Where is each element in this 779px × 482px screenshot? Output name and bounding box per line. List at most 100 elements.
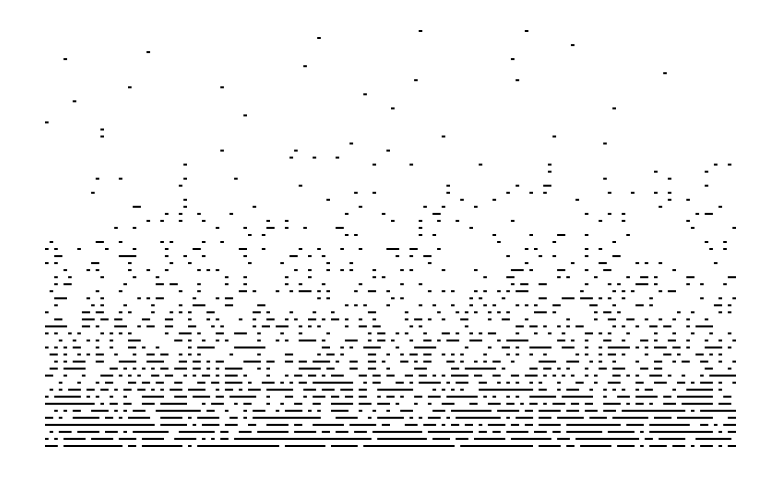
pattern-mark: [464, 311, 469, 314]
pattern-mark: [432, 374, 437, 377]
pattern-mark: [289, 156, 294, 159]
pattern-mark: [441, 269, 446, 272]
pattern-mark: [284, 226, 289, 229]
pattern-mark: [538, 297, 547, 300]
pattern-mark: [427, 290, 432, 293]
pattern-mark: [510, 423, 520, 426]
pattern-mark: [552, 135, 557, 138]
pattern-mark: [141, 381, 151, 384]
pattern-mark: [95, 269, 100, 272]
pattern-mark: [132, 226, 137, 229]
pattern-mark: [418, 304, 423, 307]
pattern-mark: [547, 163, 552, 166]
pattern-mark: [677, 353, 681, 356]
pattern-mark: [54, 318, 63, 321]
pattern-mark: [427, 430, 473, 433]
pattern-mark: [566, 430, 603, 433]
pattern-mark: [723, 395, 732, 398]
pattern-mark: [298, 184, 303, 187]
pattern-mark: [649, 430, 713, 433]
pattern-mark: [543, 184, 552, 187]
pattern-mark: [409, 255, 414, 258]
pattern-mark: [400, 360, 409, 363]
pattern-mark: [243, 402, 252, 405]
pattern-mark: [118, 241, 123, 243]
pattern-mark: [109, 402, 118, 405]
pattern-mark: [215, 332, 224, 335]
pattern-mark: [529, 353, 533, 356]
pattern-mark: [672, 445, 686, 447]
pattern-mark: [524, 248, 529, 250]
pattern-mark: [386, 367, 390, 370]
pattern-mark: [727, 163, 732, 166]
pattern-mark: [672, 346, 681, 349]
pattern-mark: [543, 353, 547, 356]
pattern-mark: [584, 212, 589, 215]
pattern-mark: [386, 409, 390, 412]
pattern-mark: [575, 381, 584, 384]
pattern-mark: [584, 248, 589, 250]
pattern-mark: [423, 360, 432, 363]
pattern-mark: [612, 388, 616, 391]
pattern-mark: [201, 339, 206, 342]
pattern-mark: [423, 332, 427, 335]
pattern-mark: [635, 374, 640, 377]
pattern-mark: [704, 241, 709, 243]
pattern-mark: [566, 367, 570, 370]
pattern-mark: [635, 360, 640, 363]
pattern-mark: [727, 430, 736, 433]
pattern-mark: [460, 388, 464, 391]
pattern-mark: [68, 276, 72, 279]
pattern-mark: [128, 416, 151, 419]
pattern-mark: [54, 276, 58, 279]
pattern-mark: [164, 325, 174, 328]
pattern-mark: [160, 353, 169, 356]
pattern-mark: [49, 430, 54, 433]
pattern-mark: [418, 283, 423, 286]
pattern-mark: [409, 163, 414, 166]
pattern-mark: [732, 360, 736, 363]
pattern-mark: [469, 402, 478, 405]
pattern-mark: [114, 226, 118, 229]
pattern-mark: [321, 388, 335, 391]
pattern-mark: [178, 184, 183, 187]
pattern-mark: [257, 339, 261, 342]
pattern-mark: [164, 269, 169, 272]
pattern-mark: [515, 290, 529, 293]
pattern-mark: [95, 177, 100, 180]
pattern-mark: [188, 311, 192, 314]
pattern-mark: [160, 219, 164, 222]
pattern-mark: [441, 135, 446, 138]
pattern-mark: [146, 219, 151, 222]
pattern-mark: [178, 360, 187, 363]
pattern-mark: [49, 241, 54, 243]
pattern-mark: [54, 262, 58, 265]
pattern-mark: [529, 395, 557, 398]
pattern-mark: [367, 290, 377, 293]
pattern-mark: [621, 325, 626, 328]
pattern-mark: [128, 269, 132, 272]
pattern-mark: [257, 430, 289, 433]
pattern-mark: [432, 234, 437, 236]
pattern-mark: [284, 360, 294, 363]
pattern-mark: [164, 374, 174, 377]
pattern-mark: [612, 325, 616, 328]
pattern-mark: [566, 445, 575, 447]
pattern-mark: [441, 318, 446, 321]
pattern-mark: [529, 325, 538, 328]
pattern-mark: [404, 318, 409, 321]
pattern-mark: [520, 402, 524, 405]
pattern-mark: [640, 339, 649, 342]
pattern-mark: [635, 381, 644, 384]
pattern-mark: [303, 388, 317, 391]
pattern-mark: [206, 409, 215, 412]
pattern-mark: [506, 353, 510, 356]
pattern-mark: [672, 360, 676, 363]
pattern-mark: [72, 339, 77, 342]
pattern-mark: [391, 297, 395, 300]
pattern-mark: [464, 325, 469, 328]
pattern-mark: [506, 381, 510, 384]
pattern-mark: [534, 332, 538, 335]
pattern-mark: [303, 65, 307, 68]
pattern-mark: [298, 290, 312, 293]
